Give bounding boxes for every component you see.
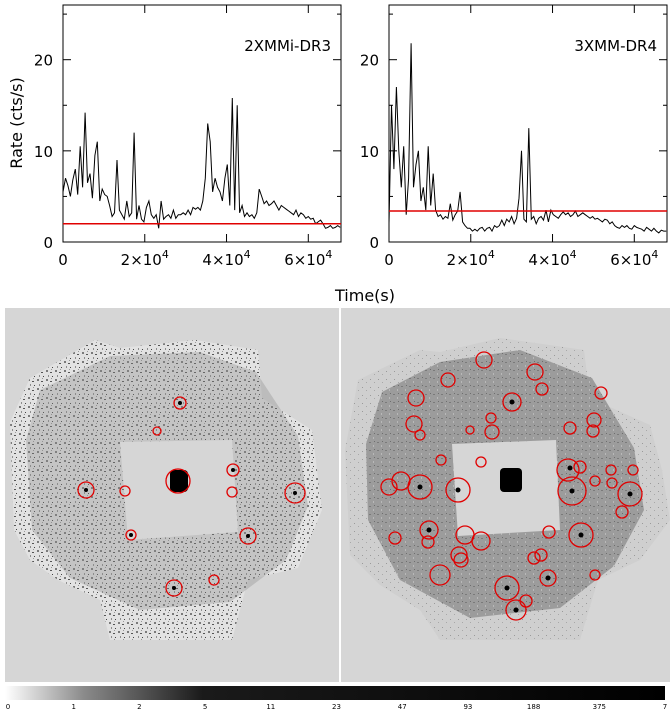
colorbar-label: 375 [593,703,606,711]
source-dot [129,533,133,537]
source-dot [546,576,551,581]
series-line [389,43,666,233]
colorbar-label: 7 [663,703,667,711]
y-tick-label: 10 [34,143,53,161]
series-line [63,98,340,228]
colorbar-labels: 0 1 2 5 11 23 47 93 188 375 7 [6,703,667,711]
source-dot [456,488,461,493]
source-dot [579,533,584,538]
x-tick-label: 4×104 [528,248,576,269]
source-dot [514,608,519,613]
x-tick-label: 6×104 [610,248,658,269]
colorbar: 0 1 2 5 11 23 47 93 188 375 7 [5,686,667,711]
y-tick-label: 10 [360,143,379,161]
x-tick-label: 6×104 [284,248,332,269]
panel-title: 3XMM-DR4 [574,37,657,55]
source-dot [505,586,510,591]
source-dot [293,491,297,495]
panel-title: 2XMMi-DR3 [244,37,331,55]
colorbar-label: 23 [332,703,341,711]
x-tick-labels: 0 2×104 4×104 6×104 [58,248,332,269]
y-tick-labels: 0 10 20 [34,52,53,252]
colorbar-label: 2 [137,703,141,711]
colorbar-label: 188 [527,703,540,711]
y-axis-label: Rate (cts/s) [7,77,26,168]
image-panel-right [341,308,670,682]
source-dot [231,468,235,472]
x-axis-label: Time(s) [334,286,395,305]
colorbar-label: 0 [6,703,10,711]
x-tick-label: 4×104 [202,248,250,269]
source-dot [84,488,88,492]
colorbar-label: 1 [71,703,75,711]
y-tick-labels: 0 10 20 [360,52,379,252]
lightcurve-panel-right: 3XMM-DR4 0 2×104 4×104 6×104 0 10 20 [360,5,667,269]
colorbar-label: 93 [463,703,472,711]
colorbar-label: 5 [203,703,207,711]
source-dot [418,485,423,490]
lightcurve-panel-left: 2XMMi-DR3 0 2×104 4×104 6×104 0 10 20 Rate (c… [7,5,341,269]
x-tick-labels: 0 2×104 4×104 6×104 [384,248,658,269]
source-dot [628,492,633,497]
x-tick-label: 0 [58,251,68,269]
source-dot [427,528,432,533]
y-tick-label: 0 [369,234,379,252]
x-tick-label: 2×104 [121,248,169,269]
y-tick-label: 20 [34,52,53,70]
source-dot [568,466,573,471]
colorbar-label: 47 [398,703,407,711]
x-tick-label: 0 [384,251,394,269]
source-dot [178,401,182,405]
x-tick-label: 2×104 [447,248,495,269]
source-dot [246,534,250,538]
image-panel-left [5,308,339,682]
source-dot [172,586,176,590]
source-dot [570,489,575,494]
y-tick-label: 20 [360,52,379,70]
colorbar-label: 11 [266,703,275,711]
source-dot [510,400,515,405]
y-tick-label: 0 [43,234,53,252]
